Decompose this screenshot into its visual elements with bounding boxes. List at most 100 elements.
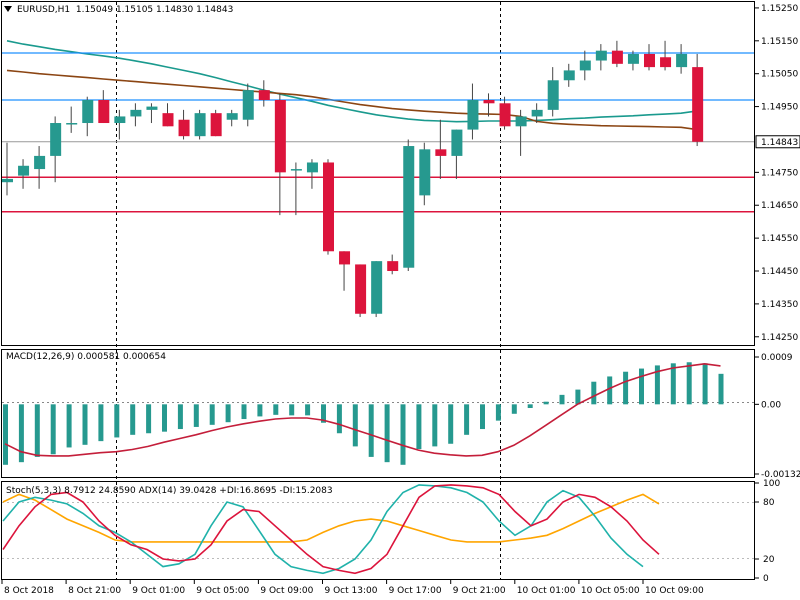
bull-candle [467, 100, 479, 130]
bull-candle [226, 113, 238, 120]
bull-candle [66, 123, 78, 125]
macd-histogram-bar [495, 404, 501, 421]
price-tick-label: 1.14550 [761, 234, 798, 244]
time-tick-label: 9 Oct 09:00 [260, 586, 313, 596]
macd-histogram-bar [432, 404, 438, 447]
time-tick-label: 9 Oct 21:00 [453, 586, 506, 596]
macd-tick-label: -0.001325 [761, 470, 800, 480]
bear-candle [611, 50, 623, 64]
macd-histogram-bar [305, 404, 311, 416]
bull-candle [50, 123, 62, 156]
macd-histogram-bar [289, 404, 295, 416]
bull-candle [595, 50, 607, 61]
time-tick-label: 8 Oct 2018 [4, 586, 54, 596]
bull-candle [114, 116, 126, 124]
stoch-series [2, 484, 660, 575]
bull-candle [146, 106, 158, 110]
price-tick-label: 1.15250 [761, 4, 798, 14]
macd-histogram-bar [543, 401, 549, 405]
bull-candle [579, 60, 591, 71]
macd-histogram-bar [241, 404, 247, 420]
bull-candle [403, 146, 415, 268]
price-tick-label: 1.14250 [761, 333, 798, 343]
time-tick-label: 8 Oct 21:00 [68, 586, 121, 596]
macd-title: MACD(12,26,9) 0.000581 0.000654 [6, 352, 166, 362]
macd-histogram-bar [575, 389, 581, 405]
bull-candle [2, 178, 13, 183]
macd-histogram-bar [702, 363, 708, 405]
axis-labels: 1.15250 1.15150 1.15050 1.14950 1.14843 1.147… [1, 4, 800, 596]
bull-candle [306, 162, 318, 173]
macd-histogram-bar [98, 404, 104, 442]
macd-histogram-bar [464, 404, 470, 435]
macd-histogram-bar [130, 404, 136, 435]
macd-histogram-bar [50, 404, 56, 455]
macd-histogram-bar [3, 404, 8, 465]
bear-candle [435, 149, 447, 156]
symbol-timeframe: EURUSD,H1 [17, 5, 71, 15]
bear-candle [210, 113, 222, 137]
macd-histogram-bar [654, 365, 660, 405]
macd-histogram-bar [82, 404, 88, 445]
macd-histogram-bar [591, 381, 597, 405]
bull-candle [451, 129, 463, 156]
price-series [2, 40, 754, 318]
macd-histogram-bar [114, 404, 120, 438]
time-tick-label: 9 Oct 17:00 [389, 586, 442, 596]
bear-candle [499, 103, 511, 127]
macd-histogram-bar [336, 404, 342, 434]
macd-histogram-bar [177, 404, 183, 430]
bear-candle [323, 162, 334, 252]
macd-histogram-bar [352, 404, 358, 447]
bear-candle [355, 264, 367, 314]
stoch-tick-label: 80 [763, 498, 775, 508]
price-tick-label: 1.14843 [761, 138, 798, 148]
stoch-tick-label: 20 [763, 555, 775, 565]
bear-candle [258, 90, 270, 100]
stoch-tick-label: 0 [763, 574, 769, 584]
bull-candle [130, 109, 142, 117]
stoch-panel-frame [1, 481, 755, 580]
macd-histogram-bar [511, 404, 517, 414]
macd-histogram-bar [718, 373, 724, 405]
macd-histogram-bar [639, 368, 644, 405]
time-tick-label: 10 Oct 09:00 [645, 586, 704, 596]
current-price-tag [755, 135, 800, 149]
adx-line [2, 493, 660, 543]
bear-candle [483, 100, 495, 104]
price-tick-label: 1.14650 [761, 201, 798, 211]
bull-candle [194, 113, 206, 137]
macd-series [3, 362, 724, 465]
stoch-main-line [2, 484, 660, 575]
bear-candle [660, 57, 672, 68]
macd-histogram-bar [225, 404, 231, 423]
macd-histogram-bar [384, 404, 390, 463]
macd-histogram-bar [368, 404, 374, 457]
macd-histogram-bar [34, 404, 40, 457]
macd-histogram-bar [480, 404, 485, 430]
macd-histogram-bar [162, 404, 167, 432]
chevron-down-icon[interactable] [4, 6, 12, 12]
bull-candle [627, 53, 639, 64]
time-tick-label: 10 Oct 05:00 [581, 586, 640, 596]
time-tick-label: 9 Oct 13:00 [325, 586, 378, 596]
macd-tick-label: 0.0009 [761, 353, 793, 363]
macd-histogram-bar [559, 394, 565, 405]
macd-histogram-bar [686, 362, 692, 405]
bear-candle [644, 53, 655, 68]
macd-histogram-bar [527, 404, 533, 409]
macd-histogram-bar [448, 404, 454, 444]
macd-histogram-bar [321, 404, 326, 423]
bear-candle [162, 113, 174, 127]
bull-candle [242, 90, 254, 120]
macd-histogram-bar [416, 404, 422, 450]
macd-histogram-bar [670, 363, 676, 405]
stoch-adx-title: Stoch(5,3,3) 8.7912 24.8590 ADX(14) 39.0… [6, 486, 333, 496]
bull-candle [676, 53, 688, 68]
bear-candle [387, 261, 399, 272]
stoch-tick-label: 100 [763, 479, 780, 489]
bull-candle [34, 155, 46, 170]
bull-candle [531, 109, 543, 117]
bear-candle [339, 251, 351, 265]
